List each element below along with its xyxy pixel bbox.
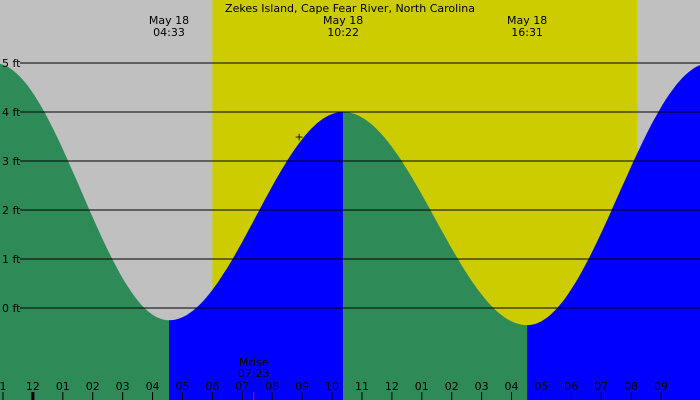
x-tick-label: 1 [0,380,6,393]
x-tick-label: 12 [385,380,399,393]
moonrise-time: 07:23 [238,367,270,380]
x-tick-label: 01 [56,380,70,393]
y-tick-label: 2 ft [2,204,21,217]
gridlines [20,62,700,309]
x-tick-label: 08 [624,380,638,393]
x-axis-labels: 1 12 01 02 03 04 05 06 07 08 09 10 11 12 01 02 03 04 05 06 0… [0,380,668,400]
extremum-date: May 18 [149,14,189,27]
x-tick-label: 04 [146,380,160,393]
x-tick-label: 03 [475,380,489,393]
x-tick-label: 02 [86,380,100,393]
x-tick-label: 11 [355,380,369,393]
extremum-date: May 18 [323,14,363,27]
x-tick-label: 06 [205,380,219,393]
extremum-date: May 18 [507,14,547,27]
y-tick-label: 1 ft [2,253,21,266]
x-tick-label: 10 [325,380,339,393]
extremum-time: 16:31 [511,26,543,39]
x-tick-label: 08 [265,380,279,393]
x-tick-label: 04 [505,380,519,393]
y-tick-label: 5 ft [2,57,21,70]
falling-tide-area [0,63,169,400]
rising-tide-area [527,65,700,400]
chart-title: Zekes Island, Cape Fear River, North Car… [225,2,475,15]
x-tick-label: 07 [235,380,249,393]
tide-areas [0,63,700,400]
extremum-time: 04:33 [153,26,185,39]
y-tick-label: 0 ft [2,302,21,315]
x-tick-label: 09 [295,380,309,393]
x-tick-label: 01 [415,380,429,393]
x-tick-label: 07 [594,380,608,393]
x-tick-label: 02 [445,380,459,393]
falling-tide-area [343,112,528,400]
rising-tide-area [169,112,344,400]
x-tick-label: 12 [26,380,40,393]
x-tick-label: 05 [175,380,189,393]
y-tick-label: 4 ft [2,106,21,119]
y-tick-label: 3 ft [2,155,21,168]
current-tide-marker: + [295,131,304,144]
x-tick-label: 06 [564,380,578,393]
y-axis-labels: 0 ft 1 ft 2 ft 3 ft 4 ft 5 ft [2,57,21,315]
x-tick-label: 03 [116,380,130,393]
midnight-marker [31,392,35,400]
extremum-time: 10:22 [327,26,359,39]
moonrise-label: Mrise [239,356,269,369]
x-tick-label: 09 [654,380,668,393]
x-tick-label: 05 [534,380,548,393]
